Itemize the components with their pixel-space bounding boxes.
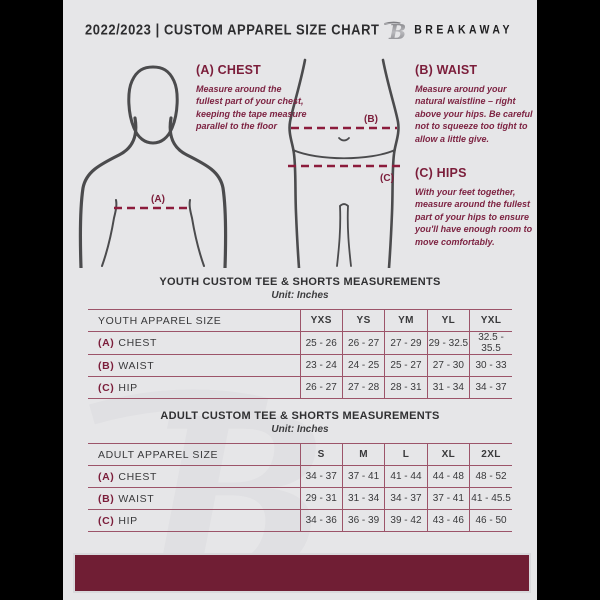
breakaway-b-logo-icon: B	[384, 20, 406, 43]
youth-size-col-header: YOUTH APPAREL SIZE	[88, 309, 300, 332]
table-row: (A) CHEST 34 - 37 37 - 41 41 - 44 44 - 48…	[88, 465, 512, 488]
table-header-row: YOUTH APPAREL SIZE YXS YS YM YL YXL	[88, 309, 512, 332]
table-row: (C) HIP 26 - 27 27 - 28 28 - 31 31 - 34 3…	[88, 376, 512, 399]
youth-section-title: YOUTH CUSTOM TEE & SHORTS MEASUREMENTS	[159, 276, 441, 288]
adult-size-col-header: ADULT APPAREL SIZE	[88, 443, 300, 466]
chest-guide: (A) CHEST Measure around the fullest par…	[196, 63, 310, 133]
brand-name: BREAKAWAY	[414, 23, 513, 37]
torso-figure: (A)	[78, 65, 228, 268]
lower-body-figure: (B) (C)	[288, 58, 400, 268]
footer-bar	[73, 553, 531, 593]
youth-size-table: YOUTH APPAREL SIZE YXS YS YM YL YXL (A) C…	[88, 309, 512, 399]
page-title: 2022/2023 | CUSTOM APPAREL SIZE CHART	[85, 21, 380, 38]
chest-guide-text: Measure around the fullest part of your …	[196, 84, 307, 132]
waist-guide-title: (B) WAIST	[415, 63, 478, 77]
table-row: (C) HIP 34 - 36 36 - 39 39 - 42 43 - 46 4…	[88, 509, 512, 532]
document-page: 2022/2023 | CUSTOM APPAREL SIZE CHART B …	[63, 0, 537, 600]
adult-section-unit: Unit: Inches	[271, 424, 329, 435]
hips-guide-title: (C) HIPS	[415, 166, 467, 180]
waist-guide: (B) WAIST Measure around your natural wa…	[415, 63, 534, 145]
chest-marker-label: (A)	[151, 194, 165, 205]
table-row: (A) CHEST 25 - 26 26 - 27 27 - 29 29 - 32…	[88, 331, 512, 355]
waist-guide-text: Measure around your natural waistline – …	[415, 84, 533, 144]
hips-guide-text: With your feet together, measure around …	[415, 187, 533, 247]
hips-marker-label: (C)	[380, 173, 394, 184]
chest-guide-title: (A) CHEST	[196, 63, 261, 77]
adult-section-title: ADULT CUSTOM TEE & SHORTS MEASUREMENTS	[160, 410, 440, 422]
brand-block: B BREAKAWAY	[383, 17, 513, 43]
table-row: (B) WAIST 29 - 31 31 - 34 34 - 37 37 - 41…	[88, 487, 512, 510]
table-row: (B) WAIST 23 - 24 24 - 25 25 - 27 27 - 30…	[88, 354, 512, 377]
table-header-row: ADULT APPAREL SIZE S M L XL 2XL	[88, 443, 512, 466]
svg-text:B: B	[388, 20, 406, 43]
youth-section-unit: Unit: Inches	[271, 290, 329, 301]
hips-guide: (C) HIPS With your feet together, measur…	[415, 166, 534, 248]
adult-size-table: ADULT APPAREL SIZE S M L XL 2XL (A) CHEST…	[88, 443, 512, 532]
waist-marker-label: (B)	[364, 114, 378, 125]
